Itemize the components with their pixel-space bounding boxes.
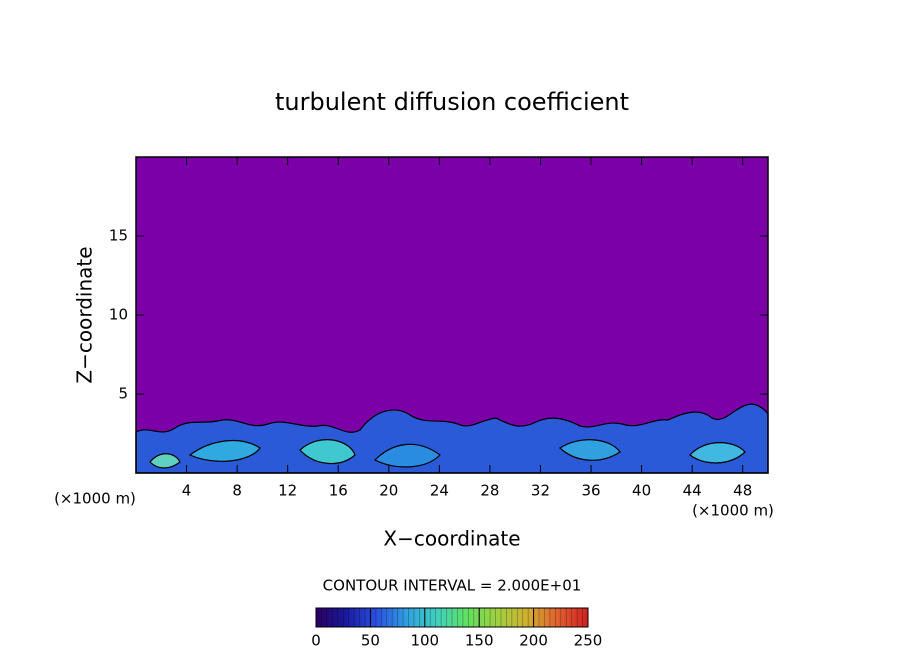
x-tick-label: 44 (683, 482, 702, 500)
colorbar-tick-label: 200 (519, 632, 548, 650)
x-tick-label: 48 (733, 482, 752, 500)
y-tick-label: 10 (109, 306, 128, 324)
x-unit-label: (×1000 m) (54, 490, 136, 508)
x-axis-title: X−coordinate (383, 527, 520, 551)
x-tick-label: 8 (232, 482, 242, 500)
x-tick-label: 40 (632, 482, 651, 500)
x-tick-label: 32 (531, 482, 550, 500)
y-axis-title: Z−coordinate (73, 246, 97, 383)
x-unit-label: (×1000 m) (692, 502, 774, 520)
colorbar-tick-label: 0 (311, 632, 321, 650)
colorbar-tick-label: 50 (361, 632, 380, 650)
x-tick-label: 16 (329, 482, 348, 500)
x-tick-label: 24 (430, 482, 449, 500)
x-tick-label: 12 (278, 482, 297, 500)
colorbar-tick-label: 100 (410, 632, 439, 650)
x-tick-label: 4 (182, 482, 192, 500)
chart-title: turbulent diffusion coefficient (275, 88, 629, 116)
y-tick-label: 15 (109, 227, 128, 245)
x-tick-label: 36 (581, 482, 600, 500)
colorbar-tick-label: 250 (574, 632, 603, 650)
x-tick-label: 28 (480, 482, 499, 500)
turbulent-field (135, 403, 769, 474)
contour-interval: CONTOUR INTERVAL = 2.000E+01 (323, 577, 582, 595)
y-tick-label: 5 (118, 385, 128, 403)
colorbar-tick-label: 150 (465, 632, 494, 650)
x-tick-label: 20 (379, 482, 398, 500)
